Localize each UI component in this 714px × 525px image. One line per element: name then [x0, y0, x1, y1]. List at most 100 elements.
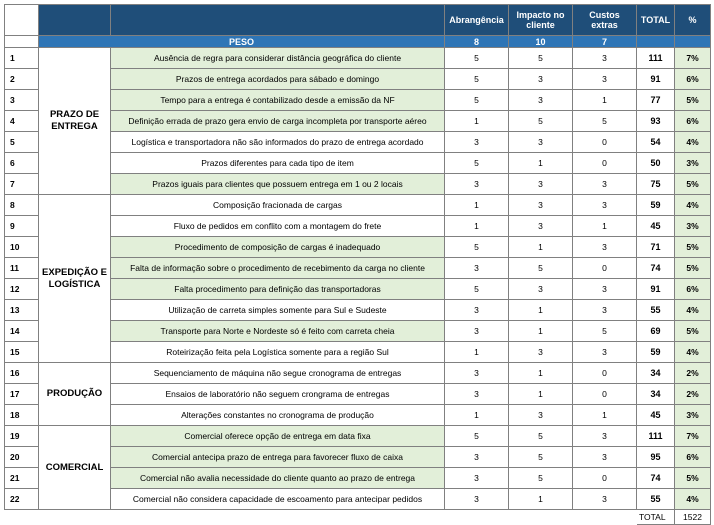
abrangencia-score: 3: [444, 446, 509, 468]
issue-description: Comercial antecipa prazo de entrega para…: [110, 446, 445, 468]
header-blank-category: [38, 4, 111, 36]
table-row: 16 PRODUÇÃO Sequenciamento de máquina não …: [4, 362, 711, 426]
row-total: 91: [636, 278, 675, 300]
header-impacto: Impacto no cliente: [508, 4, 573, 36]
row-total: 71: [636, 236, 675, 258]
custos-score: 0: [572, 152, 637, 174]
row-total: 50: [636, 152, 675, 174]
row-number: 7: [4, 173, 39, 195]
header-blank-number: [4, 4, 39, 36]
row-percent: 5%: [674, 467, 711, 489]
impacto-score: 3: [508, 131, 573, 153]
table-row: 19 COMERCIAL Comercial oferece opção de en…: [4, 425, 711, 510]
table-row: 7 Prazos iguais para clientes que possuem…: [4, 173, 711, 195]
row-number: 4: [4, 110, 39, 132]
abrangencia-score: 5: [444, 278, 509, 300]
row-number: 10: [4, 236, 39, 258]
table-row: 8 EXPEDIÇÃO E LOGÍSTICA Composição fracion…: [4, 194, 711, 363]
row-total: 91: [636, 68, 675, 90]
abrangencia-score: 3: [444, 467, 509, 489]
header-total: TOTAL: [636, 4, 675, 36]
impacto-score: 3: [508, 341, 573, 363]
row-number: 2: [4, 68, 39, 90]
row-number: 6: [4, 152, 39, 174]
custos-score: 0: [572, 257, 637, 279]
abrangencia-score: 3: [444, 320, 509, 342]
row-number: 19: [4, 425, 39, 447]
category-label: EXPEDIÇÃO E LOGÍSTICA: [38, 194, 111, 363]
row-percent: 5%: [674, 320, 711, 342]
custos-score: 3: [572, 278, 637, 300]
table-row: 13 Utilização de carreta simples somente …: [4, 299, 711, 321]
issue-description: Roteirização feita pela Logística soment…: [110, 341, 445, 363]
table-row: 18 Alterações constantes no cronograma de…: [4, 404, 711, 426]
issue-description: Prazos iguais para clientes que possuem …: [110, 173, 445, 195]
abrangencia-score: 5: [444, 425, 509, 447]
row-number: 14: [4, 320, 39, 342]
impacto-score: 5: [508, 257, 573, 279]
issue-description: Procedimento de composição de cargas é i…: [110, 236, 445, 258]
abrangencia-score: 3: [444, 131, 509, 153]
header-row: Abrangência Impacto no cliente Custos ex…: [4, 4, 711, 36]
custos-score: 3: [572, 236, 637, 258]
table-body: 1 PRAZO DE ENTREGA Ausência de regra para …: [4, 47, 711, 510]
issue-description: Prazos diferentes para cada tipo de item: [110, 152, 445, 174]
row-number: 22: [4, 488, 39, 510]
grand-total-value: 1522: [674, 509, 711, 525]
weight-label: PESO: [38, 35, 445, 48]
issue-description: Utilização de carreta simples somente pa…: [110, 299, 445, 321]
custos-score: 3: [572, 341, 637, 363]
table-row: 17 Ensaios de laboratório não seguem cron…: [4, 383, 711, 405]
impacto-score: 1: [508, 383, 573, 405]
issue-description: Falta procedimento para definição das tr…: [110, 278, 445, 300]
custos-score: 3: [572, 68, 637, 90]
issue-description: Transporte para Norte e Nordeste só é fe…: [110, 320, 445, 342]
impacto-score: 1: [508, 236, 573, 258]
table-row: 20 Comercial antecipa prazo de entrega pa…: [4, 446, 711, 468]
row-percent: 7%: [674, 425, 711, 447]
custos-score: 1: [572, 404, 637, 426]
impacto-score: 1: [508, 362, 573, 384]
issue-description: Prazos de entrega acordados para sábado …: [110, 68, 445, 90]
total-row: TOTAL 1522: [5, 509, 711, 525]
row-percent: 2%: [674, 383, 711, 405]
priority-matrix: Abrangência Impacto no cliente Custos ex…: [4, 4, 711, 525]
table-row: 5 Logística e transportadora não são info…: [4, 131, 711, 153]
issue-description: Tempo para a entrega é contabilizado des…: [110, 89, 445, 111]
header-blank-description: [110, 4, 445, 36]
row-total: 74: [636, 467, 675, 489]
issue-description: Logística e transportadora não são infor…: [110, 131, 445, 153]
priority-table: Abrangência Impacto no cliente Custos ex…: [4, 4, 711, 525]
impacto-score: 5: [508, 446, 573, 468]
abrangencia-score: 5: [444, 68, 509, 90]
custos-score: 5: [572, 110, 637, 132]
abrangencia-score: 1: [444, 110, 509, 132]
issue-description: Definição errada de prazo gera envio de …: [110, 110, 445, 132]
issue-description: Comercial não avalia necessidade do clie…: [110, 467, 445, 489]
abrangencia-score: 1: [444, 194, 509, 216]
row-total: 77: [636, 89, 675, 111]
custos-score: 3: [572, 173, 637, 195]
table-row: 9 Fluxo de pedidos em conflito com a mont…: [4, 215, 711, 237]
row-total: 59: [636, 341, 675, 363]
weight-blank-percent: [674, 35, 711, 48]
custos-score: 1: [572, 215, 637, 237]
abrangencia-score: 1: [444, 215, 509, 237]
impacto-score: 5: [508, 47, 573, 69]
impacto-score: 1: [508, 320, 573, 342]
table-row: 21 Comercial não avalia necessidade do cl…: [4, 467, 711, 489]
row-percent: 5%: [674, 173, 711, 195]
weight-custos: 7: [572, 35, 637, 48]
row-number: 17: [4, 383, 39, 405]
row-total: 93: [636, 110, 675, 132]
impacto-score: 3: [508, 278, 573, 300]
weight-blank-total: [636, 35, 675, 48]
table-row: 1 PRAZO DE ENTREGA Ausência de regra para …: [4, 47, 711, 195]
category-label: PRODUÇÃO: [38, 362, 111, 426]
row-number: 5: [4, 131, 39, 153]
custos-score: 0: [572, 131, 637, 153]
grand-total-label: TOTAL: [636, 509, 675, 525]
row-percent: 3%: [674, 215, 711, 237]
row-total: 45: [636, 215, 675, 237]
issue-description: Comercial não considera capacidade de es…: [110, 488, 445, 510]
